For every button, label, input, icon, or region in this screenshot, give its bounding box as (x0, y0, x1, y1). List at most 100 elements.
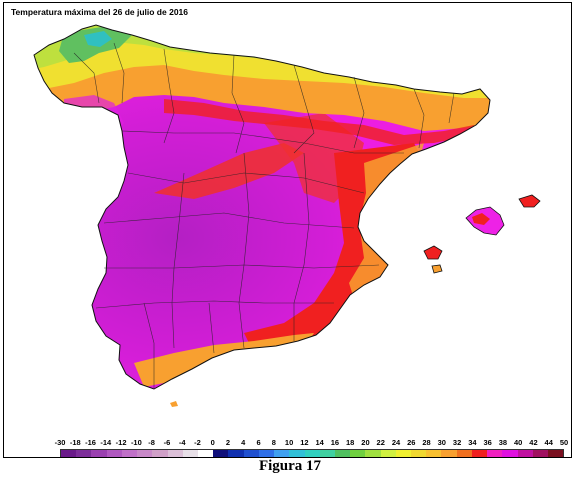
legend-swatch (380, 450, 396, 457)
legend-tick-label: 32 (452, 438, 462, 447)
legend-swatch (76, 450, 92, 457)
legend-swatch (243, 450, 259, 457)
legend-tick-label: 12 (300, 438, 309, 447)
legend-tick-label: 26 (407, 438, 416, 447)
legend-swatch (456, 450, 472, 457)
temperature-legend: -30 -18 -16 -14 -12 -10 -8 -6 -4 -2 0 2 4 6 8 10 12 14 16 1… (54, 438, 569, 457)
coldest-spot-area (84, 31, 112, 47)
legend-tick-label: 22 (376, 438, 385, 447)
map-title: Temperatura máxima del 26 de julio de 20… (11, 7, 189, 17)
province-border (171, 172, 185, 349)
legend-swatch (426, 450, 442, 457)
legend-tick-label: 34 (468, 438, 477, 447)
province-border (231, 54, 245, 154)
province-border (127, 172, 365, 194)
legend-swatch (502, 450, 518, 457)
temperature-map (33, 24, 541, 407)
province-border (448, 92, 455, 124)
legend-tick-label: 8 (271, 438, 276, 447)
legend-tick-label: -14 (100, 438, 112, 447)
legend-tick-label: 0 (210, 438, 215, 447)
legend-swatch (137, 450, 153, 457)
legend-color-bar (60, 449, 564, 457)
province-border (73, 52, 100, 104)
legend-swatch (91, 450, 107, 457)
legend-tick-label: -16 (85, 438, 96, 447)
province-border (413, 88, 425, 149)
legend-swatch (121, 450, 138, 457)
legend-swatch (441, 450, 457, 457)
legend-tick-label: 30 (437, 438, 446, 447)
legend-swatch (106, 450, 122, 457)
province-border (121, 130, 404, 154)
legend-tick-label: 44 (544, 438, 553, 447)
legend-tick-label: -12 (115, 438, 127, 447)
legend-swatch (334, 450, 351, 457)
province-border (95, 300, 334, 309)
legend-swatch (350, 450, 366, 457)
legend-swatch (213, 450, 229, 457)
legend-swatch (365, 450, 381, 457)
figure-caption: Figura 17 (258, 458, 322, 474)
legend-swatch (319, 450, 335, 457)
legend-tick-label: 6 (256, 438, 261, 447)
central-system-area (154, 143, 304, 199)
legend-tick-label: 40 (514, 438, 523, 447)
province-border (103, 212, 355, 229)
province-border (353, 76, 365, 149)
legend-tick-label: -8 (148, 438, 155, 447)
legend-swatch (61, 450, 77, 457)
legend-tick-label: -18 (69, 438, 81, 447)
legend-swatch (411, 450, 427, 457)
legend-tick-label: 10 (284, 438, 294, 447)
legend-swatch (304, 450, 320, 457)
legend-tick-label: 42 (529, 438, 538, 447)
legend-swatch (289, 450, 305, 457)
mallorca-hot-area (472, 213, 490, 225)
northern-red-band (164, 99, 474, 145)
legend-tick-label: -10 (130, 438, 142, 447)
legend-tick-label: 36 (483, 438, 492, 447)
province-border (238, 152, 250, 349)
valencia-coast-area (349, 143, 424, 299)
legend-tick-label: 18 (346, 438, 355, 447)
province-border (293, 152, 310, 341)
balearic-islands (423, 194, 541, 274)
legend-tick-label: -4 (178, 438, 186, 447)
legend-swatch (395, 450, 412, 457)
legend-labels: -30 -18 -16 -14 -12 -10 -8 -6 -4 -2 0 2 4 6 8 10 12 14 16 1… (54, 438, 569, 448)
legend-swatch (167, 450, 183, 457)
legend-swatch (274, 450, 290, 457)
peninsula-temperature-field (34, 25, 490, 389)
menorca-island (518, 194, 541, 208)
legend-swatch (152, 450, 168, 457)
legend-tick-label: 38 (498, 438, 508, 447)
legend-swatch (197, 450, 214, 457)
ibiza-island (423, 245, 443, 260)
province-border (208, 302, 215, 354)
legend-tick-label: 50 (559, 438, 569, 447)
legend-swatch (517, 450, 533, 457)
legend-swatch (487, 450, 503, 457)
legend-tick-label: 2 (225, 438, 231, 447)
province-border (163, 48, 175, 144)
legend-swatch (548, 450, 564, 457)
legend-tick-label: 14 (315, 438, 324, 447)
legend-swatch (182, 450, 198, 457)
peninsula-coastline (33, 24, 491, 390)
legend-tick-label: 24 (391, 438, 401, 447)
legend-tick-label: 28 (422, 438, 431, 447)
legend-tick-label: 4 (241, 438, 246, 447)
legend-swatch (228, 450, 244, 457)
legend-swatch (471, 450, 488, 457)
province-border (143, 302, 155, 388)
legend-tick-label: -30 (54, 438, 66, 447)
province-borders (73, 42, 455, 388)
legend-swatch (532, 450, 548, 457)
legend-swatch (258, 450, 275, 457)
legend-tick-label: 16 (330, 438, 340, 447)
legend-tick-label: -2 (194, 438, 201, 447)
ceuta-area (170, 401, 178, 407)
map-frame: Temperatura máxima del 26 de julio de 20… (3, 2, 572, 458)
legend-tick-label: -6 (163, 438, 171, 447)
